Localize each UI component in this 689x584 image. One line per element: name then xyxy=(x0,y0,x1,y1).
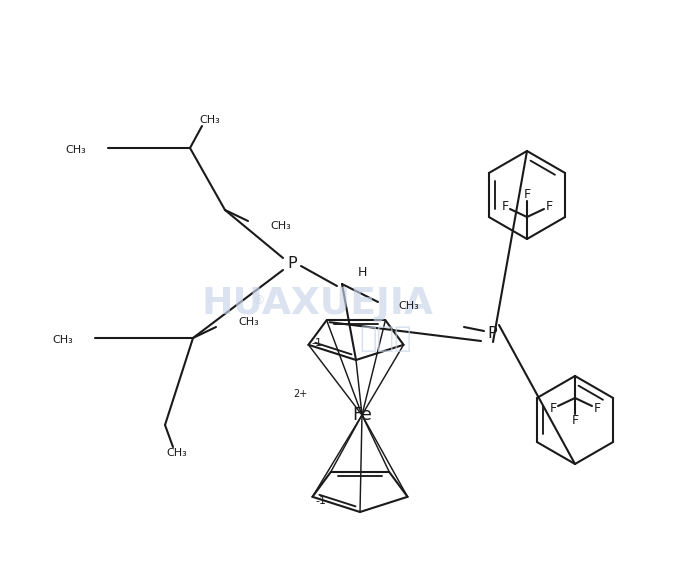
Text: CH₃: CH₃ xyxy=(238,317,259,327)
Text: F: F xyxy=(593,402,601,415)
Text: 2+: 2+ xyxy=(294,389,307,399)
Text: HUAXUEJIA: HUAXUEJIA xyxy=(201,286,433,322)
Text: CH₃: CH₃ xyxy=(200,115,220,125)
Text: -1: -1 xyxy=(316,496,327,506)
Text: F: F xyxy=(502,200,508,213)
Text: P: P xyxy=(287,256,297,272)
Text: F: F xyxy=(571,413,579,426)
Text: -1: -1 xyxy=(312,338,323,348)
Text: 化学加: 化学加 xyxy=(360,325,412,353)
Text: CH₃: CH₃ xyxy=(52,335,73,345)
Text: CH₃: CH₃ xyxy=(65,145,85,155)
Text: CH₃: CH₃ xyxy=(167,448,187,458)
Text: CH₃: CH₃ xyxy=(398,301,419,311)
Text: P: P xyxy=(487,325,497,340)
Text: F: F xyxy=(524,189,531,201)
Text: Fe: Fe xyxy=(352,406,372,424)
Text: F: F xyxy=(549,402,557,415)
Text: ®: ® xyxy=(252,294,265,307)
Text: CH₃: CH₃ xyxy=(270,221,291,231)
Text: H: H xyxy=(358,266,367,279)
Text: F: F xyxy=(546,200,553,213)
